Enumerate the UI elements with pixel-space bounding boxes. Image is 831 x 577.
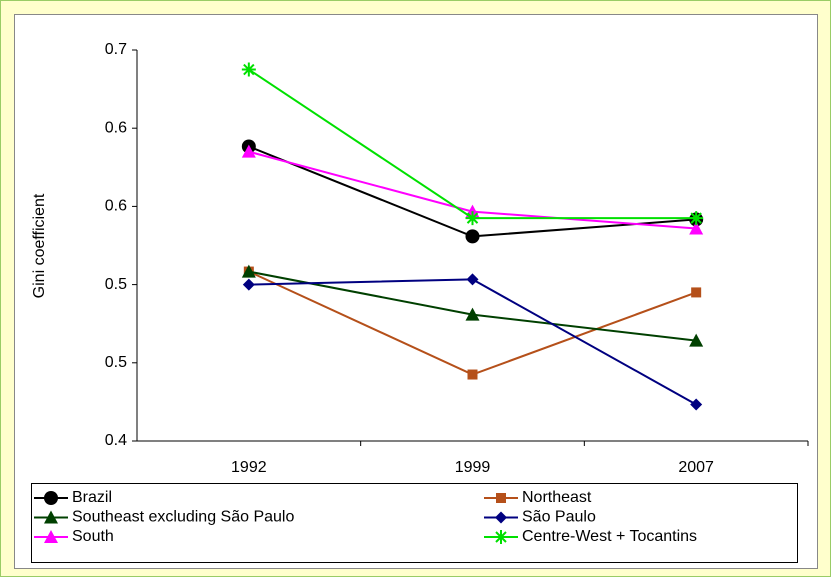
- data-point: [241, 144, 256, 158]
- data-point: [689, 211, 704, 226]
- x-tick-label: 2007: [678, 459, 714, 476]
- legend-label: São Paulo: [522, 509, 596, 526]
- data-point: [689, 221, 704, 235]
- chart-area: [14, 14, 818, 569]
- data-point: [466, 273, 479, 286]
- x-tick-label: 1999: [455, 459, 491, 476]
- data-point: [690, 398, 703, 411]
- y-tick-label: 0.5: [105, 354, 127, 371]
- legend-label: Northeast: [522, 489, 592, 506]
- data-point: [242, 278, 255, 291]
- data-point: [465, 307, 480, 321]
- data-point: [691, 287, 702, 298]
- y-axis-title: Gini coefficient: [31, 193, 48, 298]
- legend-label: Brazil: [72, 489, 112, 506]
- legend-marker: [495, 511, 507, 524]
- data-point: [465, 211, 480, 226]
- legend-label: Centre-West + Tocantins: [522, 528, 697, 545]
- data-point: [465, 229, 480, 244]
- legend-label: South: [72, 528, 114, 545]
- legend: [31, 483, 798, 563]
- legend-marker: [44, 510, 58, 524]
- y-tick-label: 0.5: [105, 276, 127, 293]
- legend-marker: [496, 493, 506, 503]
- x-tick-label: 1992: [231, 459, 267, 476]
- data-point: [241, 264, 256, 278]
- data-point: [241, 62, 256, 77]
- legend-marker: [44, 491, 58, 505]
- legend-label: Southeast excluding São Paulo: [72, 509, 294, 526]
- data-point: [689, 333, 704, 347]
- y-tick-label: 0.6: [105, 119, 127, 136]
- y-tick-label: 0.4: [105, 432, 127, 449]
- legend-marker: [44, 530, 58, 543]
- y-tick-label: 0.6: [105, 198, 127, 215]
- legend-marker: [494, 530, 508, 544]
- data-point: [467, 369, 478, 380]
- y-tick-label: 0.7: [105, 41, 127, 58]
